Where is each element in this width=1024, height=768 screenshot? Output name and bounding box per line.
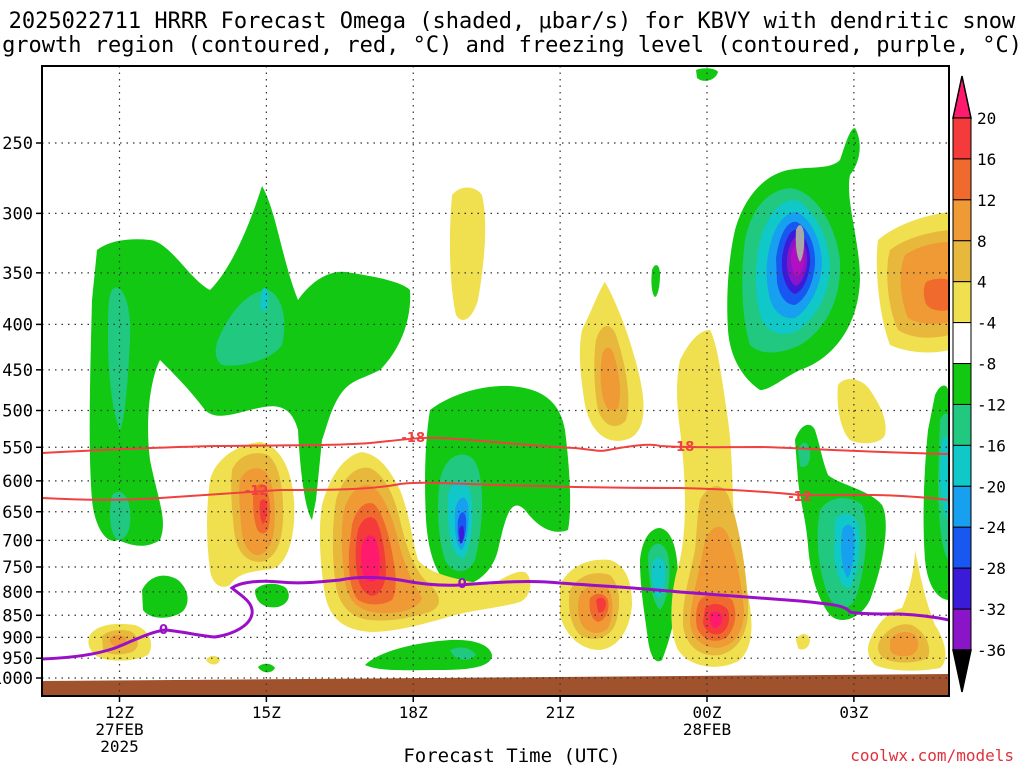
y-tick-label: 300 — [2, 204, 33, 224]
y-tick-label: 750 — [2, 558, 33, 578]
colorbar-label: -16 — [977, 436, 1006, 455]
omega-region — [696, 68, 718, 81]
y-tick-label: 450 — [2, 361, 33, 381]
contour-label: -18 — [671, 440, 695, 455]
omega-region — [365, 639, 492, 671]
contour-label: -12 — [245, 484, 269, 499]
y-tick-label: 950 — [2, 649, 33, 669]
y-tick-label: 400 — [2, 315, 33, 335]
colorbar-label: -4 — [977, 314, 996, 333]
colorbar-bin — [952, 526, 972, 569]
contour-line-zero — [42, 575, 949, 661]
colorbar-label: -28 — [977, 559, 1006, 578]
colorbar-label: 12 — [977, 191, 996, 210]
colorbar-bin — [952, 485, 972, 528]
y-tick-label: 500 — [2, 402, 33, 422]
omega-region — [923, 278, 949, 311]
contours — [42, 436, 949, 661]
colorbar-label: -32 — [977, 600, 1006, 619]
y-tick-label: 600 — [2, 472, 33, 492]
omega-region — [215, 290, 285, 366]
contour-line-minus-18 — [42, 436, 949, 455]
y-tick-label: 350 — [2, 264, 33, 284]
omega-region — [459, 525, 464, 544]
y-tick-label: 1000 — [0, 669, 33, 689]
y-tick-label: 800 — [2, 583, 33, 603]
x-tick-label: 27FEB — [95, 720, 143, 739]
x-tick-label: 2025 — [100, 737, 139, 756]
colorbar-label: 20 — [977, 109, 996, 128]
colorbar-label: -20 — [977, 477, 1006, 496]
colorbar-bin — [952, 199, 972, 242]
colorbar-bin — [952, 567, 972, 610]
omega-region — [255, 583, 289, 608]
colorbar-label: -24 — [977, 518, 1006, 537]
colorbar-bin — [952, 403, 972, 446]
x-tick-label: 21Z — [546, 703, 575, 722]
chart-title-line-2: growth region (contoured, red, °C) and f… — [2, 33, 1022, 58]
omega-region — [450, 647, 476, 660]
omega-region — [449, 187, 486, 320]
omega-region — [837, 378, 886, 444]
contour-labels: -18 -18 -12 -12 0 0 — [159, 431, 812, 638]
omega-region — [841, 524, 855, 578]
credit-text: coolwx.com/models — [850, 746, 1014, 765]
contour-label: -12 — [788, 490, 812, 505]
omega-region — [795, 225, 805, 262]
omega-field — [88, 68, 949, 673]
omega-region — [651, 557, 666, 598]
colorbar-bin — [952, 117, 972, 160]
omega-region — [600, 347, 621, 411]
x-axis-label: Forecast Time (UTC) — [403, 745, 621, 767]
omega-region — [596, 597, 606, 613]
contour-label: 0 — [458, 577, 467, 592]
x-tick-label: 12Z — [105, 703, 134, 722]
x-tick-label: 00Z — [693, 703, 722, 722]
colorbar-label: 4 — [977, 273, 987, 292]
colorbar-bin — [952, 444, 972, 487]
omega-region — [258, 663, 275, 673]
colorbar-label: -12 — [977, 395, 1006, 414]
colorbar-bin — [952, 322, 972, 365]
colorbar-bin — [952, 240, 972, 283]
grid-lines — [42, 66, 949, 696]
colorbar-label: -8 — [977, 355, 996, 374]
colorbar-bin — [952, 363, 972, 405]
y-tick-label: 700 — [2, 531, 33, 551]
contour-line-minus-12 — [42, 481, 949, 501]
colorbar-label: -36 — [977, 641, 1006, 660]
contour-label: -18 — [402, 431, 426, 446]
contour-label: 0 — [159, 623, 168, 638]
x-tick-label: 03Z — [839, 703, 868, 722]
y-axis: 2503003504004505005506006507007508008509… — [0, 134, 42, 689]
colorbar-bin — [952, 608, 972, 651]
y-tick-label: 900 — [2, 628, 33, 648]
omega-region — [890, 632, 919, 657]
omega-region — [89, 186, 411, 546]
colorbar-bin — [952, 281, 972, 324]
x-tick-label: 18Z — [399, 703, 428, 722]
colorbar-bin — [952, 158, 972, 201]
y-tick-label: 550 — [2, 438, 33, 458]
colorbar-extend-min — [952, 649, 972, 693]
omega-region — [142, 575, 188, 618]
x-tick-label: 15Z — [252, 703, 281, 722]
chart-title-line-1: 2025022711 HRRR Forecast Omega (shaded, … — [8, 9, 1016, 34]
omega-region — [206, 655, 220, 665]
plot-frame — [41, 65, 950, 697]
y-tick-label: 250 — [2, 134, 33, 154]
colorbar: 20 16 12 8 4 -4 -8 -12 -16 -20 -24 -28 -32 -36 — [952, 75, 1006, 693]
omega-region — [360, 535, 380, 582]
colorbar-extend-max — [952, 75, 972, 119]
omega-region — [796, 634, 810, 650]
x-tick-label: 28FEB — [683, 720, 731, 739]
omega-region — [110, 491, 131, 540]
colorbar-label: 16 — [977, 150, 996, 169]
terrain — [42, 674, 949, 696]
y-tick-label: 650 — [2, 503, 33, 523]
colorbar-label: 8 — [977, 232, 987, 251]
y-tick-label: 850 — [2, 606, 33, 626]
